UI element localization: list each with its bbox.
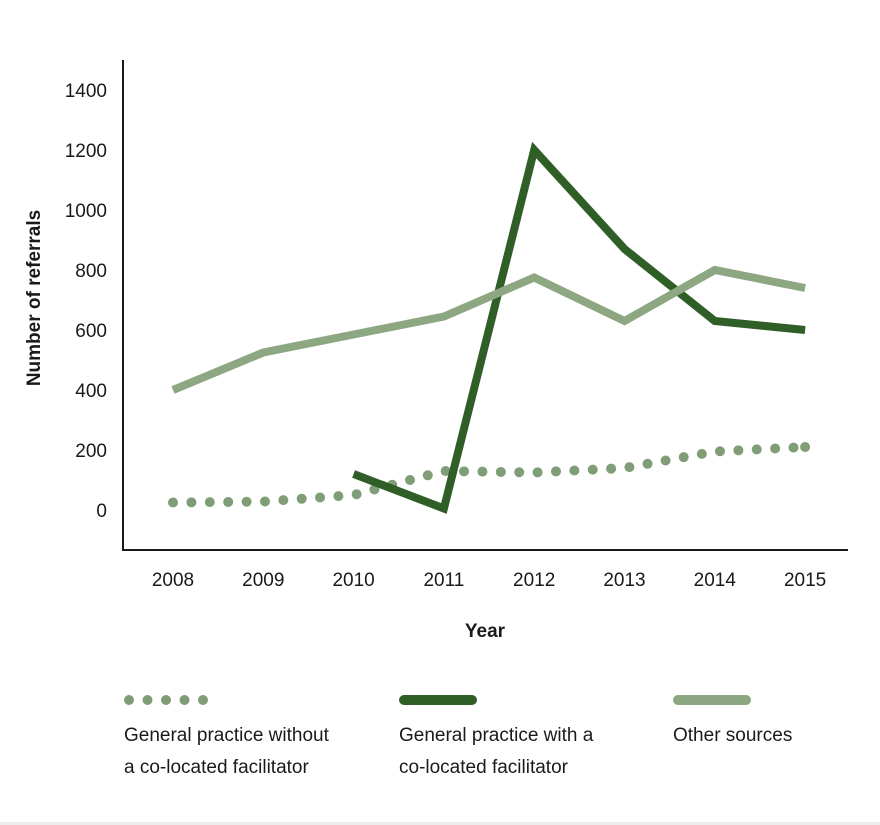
legend-swatch-dot xyxy=(198,695,208,705)
series-1-dot xyxy=(770,443,781,454)
series-1-dot xyxy=(204,497,215,508)
x-tick-labels: 2008 2009 2010 2011 2012 2013 2014 2015 xyxy=(152,570,826,591)
x-tick-label: 2012 xyxy=(513,570,555,591)
series-1-dot xyxy=(788,442,799,453)
bottom-divider xyxy=(0,822,880,825)
series-1-dot xyxy=(168,497,178,508)
series-1-dotted-line xyxy=(168,442,811,508)
y-tick-label: 400 xyxy=(75,381,107,402)
series-1-dot xyxy=(514,467,525,478)
y-tick-label: 200 xyxy=(75,441,107,462)
series-1-dot xyxy=(333,491,344,502)
series-1-dot xyxy=(278,495,289,506)
y-tick-label: 0 xyxy=(96,501,107,522)
series-layer xyxy=(168,141,811,514)
legend-label: General practice with a xyxy=(399,725,594,746)
legend-swatch-dot xyxy=(161,695,171,705)
series-1-dot xyxy=(624,462,635,473)
x-tick-label: 2009 xyxy=(242,570,284,591)
legend-label: co-located facilitator xyxy=(399,757,569,778)
series-1-dot xyxy=(477,466,488,477)
series-1-dot xyxy=(351,489,362,500)
y-tick-label: 1400 xyxy=(65,81,107,102)
series-1-dot xyxy=(733,445,744,456)
legend-swatch-dot xyxy=(124,695,134,705)
x-tick-label: 2013 xyxy=(603,570,645,591)
y-axis-title: Number of referrals xyxy=(24,210,45,386)
legend-label: Other sources xyxy=(673,725,792,746)
y-tick-label: 1000 xyxy=(65,201,107,222)
series-1-dot xyxy=(241,496,252,507)
legend-item: Other sources xyxy=(673,695,792,746)
series-1-dot xyxy=(404,475,415,486)
series-1-dot xyxy=(259,496,270,507)
series-1-dot xyxy=(660,455,671,466)
legend-item: General practice without a co-located fac… xyxy=(124,695,330,778)
axes xyxy=(122,60,848,551)
x-tick-label: 2014 xyxy=(694,570,737,591)
series-1-dot xyxy=(587,464,598,475)
x-axis-title: Year xyxy=(465,621,506,642)
legend-label: a co-located facilitator xyxy=(124,757,309,778)
series-1-dot xyxy=(495,466,506,477)
series-1-dot xyxy=(422,470,433,481)
series-1-dot xyxy=(186,497,197,508)
series-1-dot xyxy=(315,492,326,503)
legend-swatch-dot xyxy=(179,695,190,705)
series-2-line xyxy=(352,141,806,514)
legend-swatch-dot xyxy=(142,695,153,705)
legend-swatch-dotted xyxy=(124,695,208,705)
y-tick-label: 600 xyxy=(75,321,107,342)
series-1-dot xyxy=(550,466,561,477)
x-tick-label: 2015 xyxy=(784,570,826,591)
series-1-dot xyxy=(223,496,234,507)
series-1-dot xyxy=(532,467,543,478)
series-1-dot xyxy=(678,452,689,463)
legend-label: General practice without xyxy=(124,725,330,746)
series-1-dot xyxy=(606,463,617,474)
series-1-dot xyxy=(440,466,451,477)
y-tick-label: 800 xyxy=(75,261,107,282)
x-tick-label: 2010 xyxy=(332,570,374,591)
legend: General practice without a co-located fac… xyxy=(124,695,792,778)
series-1-dot xyxy=(569,465,580,476)
legend-item: General practice with a co-located facili… xyxy=(399,695,594,778)
y-tick-labels: 0 200 400 600 800 1000 1200 1400 xyxy=(65,81,107,522)
series-1-dot xyxy=(714,446,725,457)
series-1-dot xyxy=(800,442,811,452)
series-1-dot xyxy=(751,444,762,455)
series-1-dot xyxy=(642,458,653,469)
series-1-dot xyxy=(459,466,470,477)
series-1-dot xyxy=(696,448,707,459)
y-tick-label: 1200 xyxy=(65,141,107,162)
x-tick-label: 2008 xyxy=(152,570,194,591)
x-tick-label: 2011 xyxy=(423,570,464,591)
series-3-line xyxy=(171,265,806,394)
series-1-dot xyxy=(296,493,307,504)
